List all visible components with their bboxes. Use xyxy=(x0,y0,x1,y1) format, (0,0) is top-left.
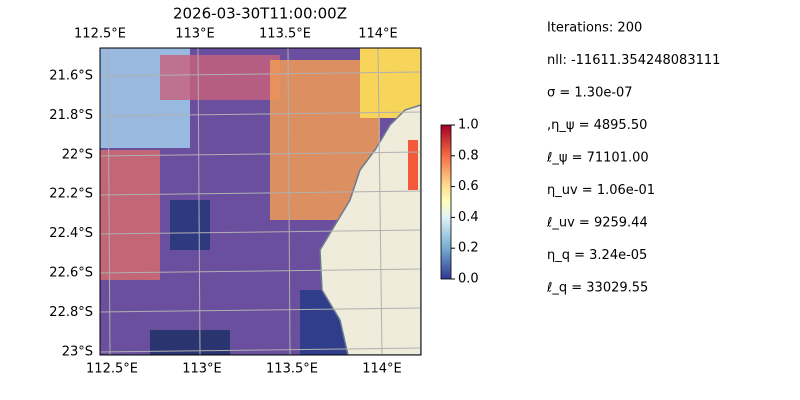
patch xyxy=(160,55,280,100)
lon-label: 113.5°E xyxy=(259,27,311,42)
stat-line: ℓ_uv = 9259.44 xyxy=(546,216,648,231)
patch xyxy=(408,140,418,190)
stat-line: Iterations: 200 xyxy=(547,21,642,36)
lon-label: 112.5°E xyxy=(74,27,126,42)
stat-line: nll: -11611.354248083111 xyxy=(547,53,720,68)
graticule xyxy=(100,48,421,355)
colorbar-tick-label: 0.6 xyxy=(458,179,479,194)
lon-label: 112.5°E xyxy=(86,362,138,377)
lat-label: 22.2°S xyxy=(49,187,93,202)
patch xyxy=(170,200,210,250)
stat-line: ℓ_q = 33029.55 xyxy=(546,281,648,296)
lon-label: 113.5°E xyxy=(266,362,318,377)
lon-label: 113°E xyxy=(175,27,215,42)
colorbar xyxy=(440,124,452,280)
lat-label: 21.6°S xyxy=(49,69,93,84)
stat-line: ,η_ψ = 4895.50 xyxy=(547,118,647,133)
patch xyxy=(100,150,160,280)
colorbar-tick-label: 0.0 xyxy=(458,272,479,287)
land xyxy=(319,104,421,355)
stat-line: σ = 1.30e-07 xyxy=(547,86,633,101)
lat-label: 22°S xyxy=(62,147,93,162)
colorbar-tick-label: 0.2 xyxy=(458,241,479,256)
lat-label: 22.8°S xyxy=(49,305,93,320)
patch xyxy=(360,48,421,118)
lon-label: 113°E xyxy=(182,362,222,377)
lat-label: 21.8°S xyxy=(49,108,93,123)
stat-line: η_uv = 1.06e-01 xyxy=(547,183,655,198)
lon-label: 114°E xyxy=(358,27,398,42)
lat-label: 23°S xyxy=(62,344,93,359)
colorbar-tick-label: 0.4 xyxy=(458,210,479,225)
lat-label: 22.6°S xyxy=(49,266,93,281)
colorbar-tick-label: 0.8 xyxy=(458,148,479,163)
lon-label: 114°E xyxy=(362,362,402,377)
lat-label: 22.4°S xyxy=(49,226,93,241)
colorbar-tick-label: 1.0 xyxy=(458,118,479,133)
stat-line: η_q = 3.24e-05 xyxy=(547,248,647,263)
stat-line: ℓ_ψ = 71101.00 xyxy=(546,151,649,166)
map-title: 2026-03-30T11:00:00Z xyxy=(173,5,347,23)
map-frame xyxy=(99,47,422,356)
map-field xyxy=(100,48,421,355)
